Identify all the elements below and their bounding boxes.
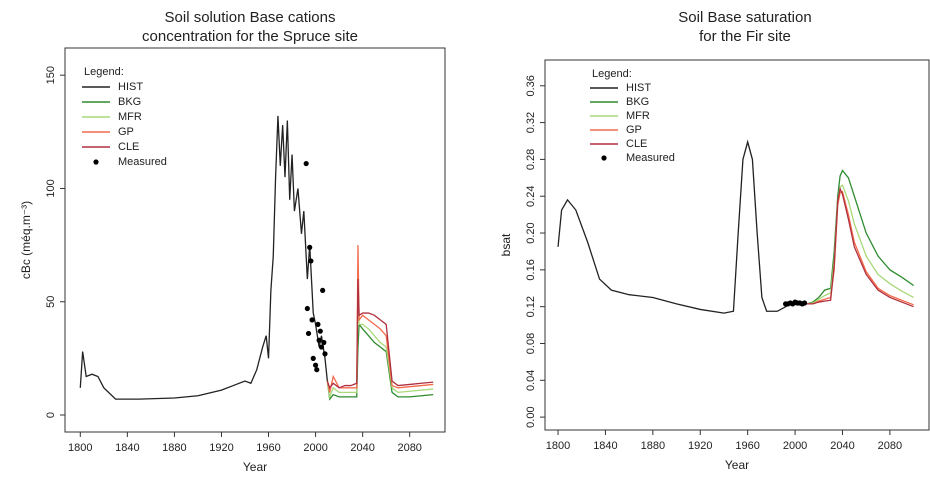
y-tick-label: 150 [45,66,57,84]
x-tick-label: 1960 [256,442,280,454]
legend-label: Measured [626,152,675,164]
legend-label: MFR [118,111,142,123]
x-tick-label: 2000 [303,442,327,454]
x-tick-label: 1880 [162,442,186,454]
y-tick-label: 0.20 [525,222,537,243]
y-tick-label: 0.28 [525,149,537,170]
x-axis-label: Year [725,458,749,472]
legend-title: Legend: [84,66,124,78]
measured-point [303,160,309,167]
chart-title: Soil solution Base cations [165,9,336,26]
measured-point [317,328,323,334]
series-line [557,139,807,314]
legend-label: CLE [118,141,139,153]
series-line [326,245,434,393]
y-tick-label: 0.00 [525,406,537,427]
legend-label: GP [626,124,642,136]
measured-point [320,287,326,294]
x-tick-label: 2040 [350,442,374,454]
y-tick-label: 0.12 [525,296,537,317]
y-tick-label: 0.04 [525,370,537,391]
plot: Soil Base saturation for the Fir site 1800… [499,9,930,472]
measured-point [310,355,316,361]
measured-point [312,362,319,368]
measured-point [305,330,312,337]
measured-point [304,305,310,312]
measured-point [307,244,313,250]
series-line [806,184,914,305]
series-line [806,169,914,305]
y-tick-label: 0.32 [525,112,537,133]
legend-label: Measured [118,156,167,168]
measured-point [322,351,328,357]
y-axis-label: bsat [499,233,513,256]
plot-frame [544,59,930,431]
x-tick-label: 1920 [209,442,233,454]
chart-title: concentration for the Spruce site [142,28,358,45]
series-line [806,186,914,308]
legend-label: HIST [118,81,143,93]
legend: Legend: HIST BKG MFR GP CLE Measured [590,68,675,164]
measured-point [309,317,315,323]
y-tick-label: 0.16 [525,259,537,280]
x-tick-label: 1840 [593,440,617,452]
legend-label: MFR [626,110,650,122]
x-tick-label: 2000 [783,440,807,452]
x-tick-label: 1840 [115,442,139,454]
y-tick-label: 0 [45,412,57,418]
series-line [326,279,434,390]
series-line [326,322,434,401]
series-line [326,290,434,400]
plot-frame [64,47,446,433]
y-tick-label: 0.24 [525,186,537,207]
x-tick-label: 2040 [830,440,854,452]
y-axis-label: cBc (méq.m⁻³) [19,201,33,279]
x-axis-label: Year [243,460,267,474]
legend-label: BKG [118,96,141,108]
y-tick-label: 0.36 [525,75,537,96]
measured-point [315,321,321,327]
legend-label: BKG [626,96,649,108]
series-line [79,115,328,400]
measured-point [308,258,314,264]
x-tick-label: 1880 [641,440,665,452]
legend-label: GP [118,126,134,138]
x-tick-label: 2080 [397,442,421,454]
measured-point [316,337,322,343]
legend-symbol [601,155,607,161]
legend: Legend: HIST BKG MFR GP CLE Measured [82,66,167,168]
x-tick-label: 1800 [68,442,92,454]
x-tick-label: 1920 [688,440,712,452]
legend-label: HIST [626,82,651,94]
x-tick-label: 1800 [546,440,570,452]
measured-point [801,300,808,306]
x-tick-label: 1960 [735,440,759,452]
y-tick-label: 0.08 [525,333,537,354]
measured-point [321,339,327,346]
chart-title: Soil Base saturation [678,9,811,26]
legend-symbol [93,159,99,165]
chart-title: for the Fir site [699,28,791,45]
plot: Soil solution Base cations concentration … [19,9,446,474]
x-tick-label: 2080 [878,440,902,452]
legend-label: CLE [626,138,647,150]
measured-point [318,344,325,350]
measured-point [314,367,320,373]
y-tick-label: 50 [45,296,57,308]
legend-title: Legend: [592,68,632,80]
y-tick-label: 100 [45,179,57,197]
